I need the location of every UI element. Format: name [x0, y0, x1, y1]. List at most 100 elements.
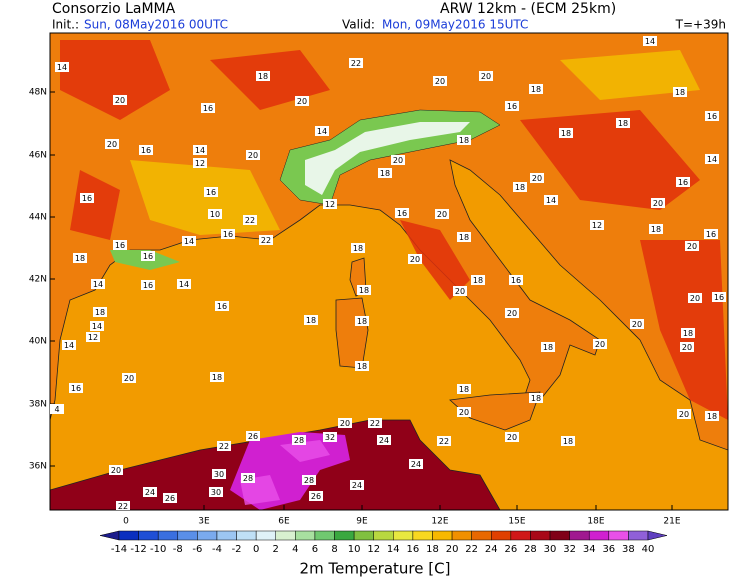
station-label: 20 — [595, 340, 605, 349]
colorbar-swatch — [334, 530, 355, 541]
station-label: 16 — [507, 102, 517, 111]
colorbar-label: 18 — [426, 544, 439, 555]
station-box — [643, 36, 657, 46]
station-box — [677, 409, 691, 419]
station-label: 20 — [507, 309, 517, 318]
lat-label: 38N — [29, 400, 47, 410]
station-label: 18 — [707, 412, 717, 421]
station-box — [259, 235, 273, 245]
colorbar-swatch — [197, 530, 218, 541]
colorbar-swatch — [530, 530, 551, 541]
station-label: 18 — [380, 169, 390, 178]
station-label: 12 — [88, 333, 98, 342]
station-box — [50, 404, 64, 414]
station-label: 18 — [515, 183, 525, 192]
station-box — [351, 243, 365, 253]
station-label: 14 — [707, 155, 717, 164]
station-label: 12 — [592, 221, 602, 230]
station-box — [541, 342, 555, 352]
station-label: 20 — [340, 419, 350, 428]
colorbar-swatch — [216, 530, 237, 541]
lat-label: 46N — [29, 151, 47, 161]
lon-label: 0 — [123, 517, 129, 527]
station-label: 20 — [437, 210, 447, 219]
station-label: 24 — [411, 460, 421, 469]
station-box — [355, 361, 369, 371]
station-label: 14 — [317, 127, 327, 136]
station-box — [505, 101, 519, 111]
colorbar-label: 10 — [348, 544, 361, 555]
station-box — [712, 292, 726, 302]
station-box — [705, 111, 719, 121]
station-box — [246, 431, 260, 441]
station-label: 24 — [379, 436, 389, 445]
station-box — [139, 145, 153, 155]
station-label: 18 — [359, 286, 369, 295]
station-box — [193, 145, 207, 155]
colorbar-high — [647, 530, 668, 541]
station-label: 10 — [210, 210, 220, 219]
colorbar-swatch — [177, 530, 198, 541]
colorbar-label: 34 — [583, 544, 596, 555]
station-label: 16 — [714, 293, 724, 302]
colorbar-swatch — [549, 530, 570, 541]
colorbar-label: 16 — [407, 544, 420, 555]
sardinia — [335, 297, 369, 369]
colorbar-swatch — [393, 530, 414, 541]
station-label: 20 — [682, 343, 692, 352]
station-label: 18 — [618, 119, 628, 128]
init-value: Sun, 08May2016 00UTC — [84, 18, 228, 32]
station-box — [688, 293, 702, 303]
station-label: 20 — [107, 140, 117, 149]
station-box — [368, 418, 382, 428]
station-box — [391, 155, 405, 165]
init-label: Init.: — [52, 18, 79, 32]
station-label: 16 — [511, 276, 521, 285]
colorbar-swatch — [510, 530, 531, 541]
station-box — [433, 76, 447, 86]
station-box — [377, 435, 391, 445]
station-label: 18 — [675, 88, 685, 97]
station-label: 20 — [124, 374, 134, 383]
station-label: 16 — [71, 384, 81, 393]
station-box — [457, 135, 471, 145]
station-label: 24 — [352, 481, 362, 490]
colorbar-label: -4 — [212, 544, 222, 555]
station-box — [357, 285, 371, 295]
colorbar-label: 0 — [253, 544, 259, 555]
station-label: 18 — [258, 72, 268, 81]
station-label: 20 — [455, 287, 465, 296]
station-box — [705, 411, 719, 421]
lat-label: 36N — [29, 462, 47, 472]
station-label: 26 — [248, 432, 258, 441]
station-box — [86, 332, 100, 342]
station-box — [437, 436, 451, 446]
station-box — [177, 279, 191, 289]
station-box — [338, 418, 352, 428]
station-box — [378, 168, 392, 178]
colorbar-label: 26 — [504, 544, 517, 555]
station-label: 16 — [707, 112, 717, 121]
colorbar-label: -8 — [173, 544, 183, 555]
station-label: 18 — [531, 85, 541, 94]
colorbar-label: 24 — [485, 544, 498, 555]
station-box — [295, 96, 309, 106]
station-box — [204, 187, 218, 197]
colorbar-label: 30 — [544, 544, 557, 555]
station-label: 18 — [459, 233, 469, 242]
station-box — [530, 173, 544, 183]
colorbar-label: 22 — [465, 544, 478, 555]
station-box — [210, 372, 224, 382]
station-label: 20 — [481, 72, 491, 81]
colorbar-swatch — [569, 530, 590, 541]
station-label: 18 — [459, 385, 469, 394]
colorbar-label: 12 — [367, 544, 380, 555]
lon-label: 12E — [431, 517, 448, 527]
lon-label: 21E — [663, 517, 680, 527]
station-box — [630, 319, 644, 329]
station-box — [209, 487, 223, 497]
station-box — [212, 469, 226, 479]
station-box — [559, 128, 573, 138]
colorbar-swatch — [628, 530, 649, 541]
